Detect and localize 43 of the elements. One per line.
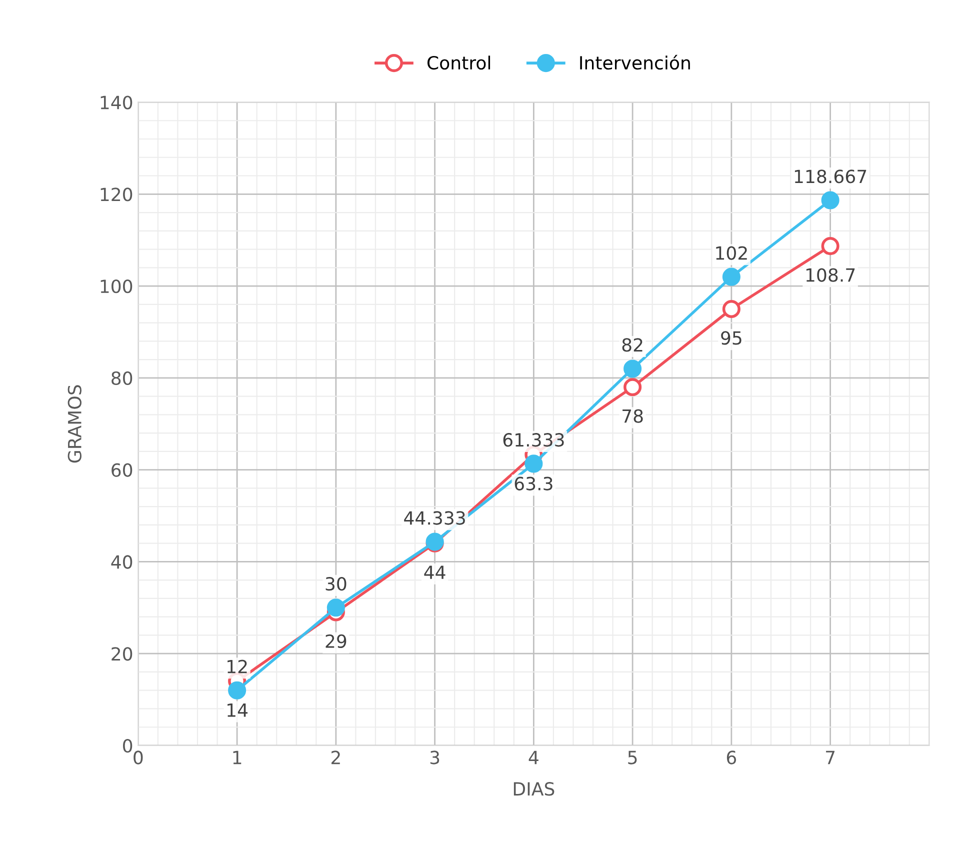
data-label: 108.7 [806, 268, 855, 282]
data-label: 63.3 [514, 476, 552, 490]
legend-label: Intervención [580, 54, 690, 70]
x-tick-label: 1 [233, 750, 242, 764]
x-tick-label: 3 [430, 750, 440, 764]
point [624, 360, 642, 378]
y-tick-label: 0 [123, 738, 132, 753]
data-label: 61.333 [503, 433, 564, 447]
x-axis-title: DIAS [514, 782, 554, 796]
y-tick-label: 120 [100, 188, 132, 202]
point [821, 237, 840, 256]
point [326, 598, 345, 617]
x-tick-label: 0 [134, 750, 143, 764]
y-tick-label: 40 [111, 555, 132, 569]
data-label: 14 [228, 704, 248, 717]
x-tick-label: 6 [726, 750, 736, 764]
x-tick-label: 7 [826, 750, 834, 764]
point [821, 191, 840, 210]
data-label: 29 [326, 634, 346, 648]
y-tick-label: 60 [112, 463, 132, 477]
data-label: 95 [721, 331, 742, 345]
x-tick-label: 4 [528, 750, 538, 764]
point [624, 378, 642, 396]
y-tick-label: 140 [100, 96, 132, 110]
point [722, 300, 740, 318]
data-label: 30 [326, 577, 346, 591]
y-axis-title: GRAMOS [68, 385, 82, 463]
y-tick-label: 80 [112, 371, 132, 386]
data-label: 44 [424, 566, 446, 579]
data-label: 78 [622, 409, 643, 423]
point [228, 681, 246, 700]
data-label: 82 [622, 338, 642, 352]
point [524, 454, 543, 473]
data-label: 102 [716, 246, 747, 260]
data-label: 44.333 [404, 511, 465, 525]
data-label: 12 [228, 660, 247, 674]
data-label: 118.667 [794, 170, 866, 184]
x-tick-label: 5 [628, 750, 637, 764]
x-tick-label: 2 [332, 750, 340, 764]
point [722, 268, 740, 286]
y-tick-label: 100 [100, 279, 132, 294]
y-tick-label: 20 [112, 647, 132, 661]
legend-label: Control [427, 56, 490, 70]
